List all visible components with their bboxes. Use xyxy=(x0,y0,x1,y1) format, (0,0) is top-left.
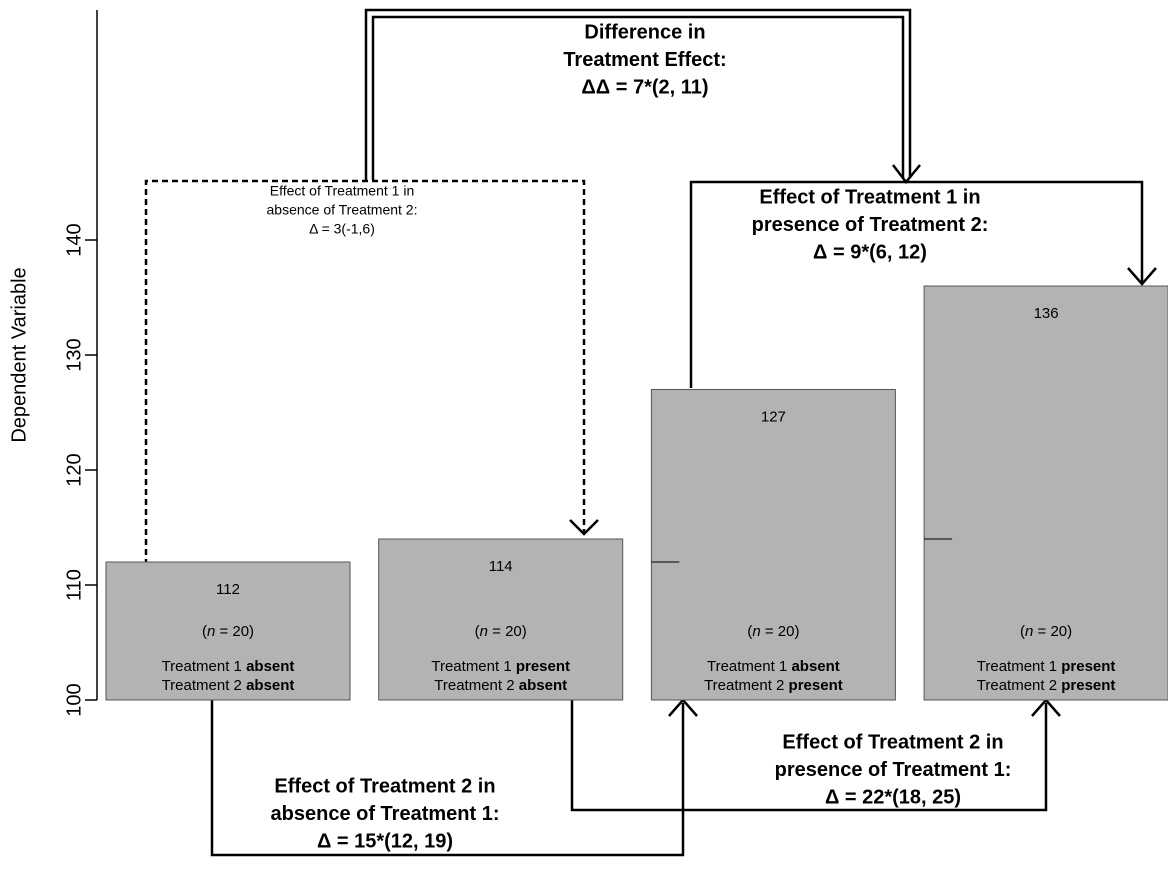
dashed-connector xyxy=(144,179,586,565)
sample-size: (n = 20) xyxy=(1020,623,1072,640)
sample-size-part: = 20) xyxy=(1033,623,1072,640)
value-label: 136 xyxy=(1034,305,1059,322)
annotation: Effect of Treatment 1 in xyxy=(759,186,980,208)
sample-size-part: = 20) xyxy=(488,623,527,640)
treatment-state: present xyxy=(1061,677,1115,694)
annotation: presence of Treatment 2: xyxy=(752,214,989,236)
y-tick-label: 100 xyxy=(63,683,85,716)
arrowhead xyxy=(892,164,921,185)
arrowhead xyxy=(1127,267,1157,286)
bar xyxy=(105,561,351,701)
annotation: Effect of Treatment 2 in xyxy=(274,775,495,797)
sample-size-part: = 20) xyxy=(215,623,254,640)
treatment-label: Treatment 2 absent xyxy=(434,677,567,694)
treatment-name: Treatment 2 xyxy=(162,677,246,694)
connector xyxy=(570,700,1048,812)
treatment-state: present xyxy=(789,677,843,694)
annotation: Δ = 9*(6, 12) xyxy=(813,241,927,263)
treatment-name: Treatment 2 xyxy=(977,677,1061,694)
bar xyxy=(923,285,1168,701)
sample-size-part: n xyxy=(1025,623,1033,640)
treatment-name: Treatment 2 xyxy=(704,677,788,694)
treatment-label: Treatment 2 present xyxy=(977,677,1116,694)
treatment-label: Treatment 1 present xyxy=(977,658,1116,675)
sample-size: (n = 20) xyxy=(202,623,254,640)
annotation: Treatment Effect: xyxy=(563,49,726,71)
annotation: presence of Treatment 1: xyxy=(775,759,1012,781)
value-label: 112 xyxy=(216,581,240,598)
treatment-label: Treatment 2 present xyxy=(704,677,843,694)
double-line-outer xyxy=(364,8,912,180)
double-line-inner xyxy=(371,15,905,180)
y-tick-label: 130 xyxy=(63,338,85,371)
annotation: Δ = 3(-1,6) xyxy=(309,221,375,237)
bar xyxy=(378,538,624,701)
bar xyxy=(650,389,896,701)
treatment-name: Treatment 1 xyxy=(431,658,515,675)
annotation: ΔΔ = 7*(2, 11) xyxy=(581,76,708,98)
treatment-state: absent xyxy=(791,658,839,675)
sample-size-part: = 20) xyxy=(761,623,800,640)
connector xyxy=(689,180,1144,388)
treatment-label: Treatment 2 absent xyxy=(162,677,295,694)
treatment-state: present xyxy=(516,658,570,675)
treatment-name: Treatment 1 xyxy=(707,658,791,675)
y-tick-label: 110 xyxy=(63,569,85,601)
annotation: absence of Treatment 1: xyxy=(271,803,500,825)
y-tick-label: 120 xyxy=(63,453,85,486)
annotation: absence of Treatment 2: xyxy=(267,202,418,218)
y-axis-label: Dependent Variable xyxy=(8,267,30,442)
treatment-label: Treatment 1 present xyxy=(431,658,570,675)
treatment-name: Treatment 1 xyxy=(977,658,1061,675)
sample-size: (n = 20) xyxy=(747,623,799,640)
sample-size-part: ( xyxy=(202,623,207,640)
treatment-state: absent xyxy=(246,677,294,694)
annotation: Δ = 15*(12, 19) xyxy=(317,830,453,852)
treatment-state: absent xyxy=(246,658,294,675)
annotation: Δ = 22*(18, 25) xyxy=(825,786,961,808)
annotation: Effect of Treatment 2 in xyxy=(782,731,1003,753)
value-label: 114 xyxy=(489,558,513,575)
treatment-name: Treatment 2 xyxy=(434,677,518,694)
connector xyxy=(210,700,685,857)
treatment-label: Treatment 1 absent xyxy=(162,658,295,675)
sample-size-part: ( xyxy=(475,623,480,640)
sample-size-part: n xyxy=(207,623,215,640)
treatment-label: Treatment 1 absent xyxy=(707,658,840,675)
arrowhead xyxy=(569,519,599,536)
y-tick-label: 140 xyxy=(63,223,85,256)
sample-size-part: ( xyxy=(747,623,752,640)
sample-size-part: n xyxy=(480,623,488,640)
treatment-state: present xyxy=(1061,658,1115,675)
sample-size: (n = 20) xyxy=(475,623,527,640)
value-label: 127 xyxy=(761,408,786,425)
annotation: Difference in xyxy=(584,21,705,43)
annotation: Effect of Treatment 1 in xyxy=(270,183,414,199)
sample-size-part: ( xyxy=(1020,623,1025,640)
sample-size-part: n xyxy=(752,623,760,640)
treatment-name: Treatment 1 xyxy=(162,658,246,675)
treatment-state: absent xyxy=(519,677,567,694)
